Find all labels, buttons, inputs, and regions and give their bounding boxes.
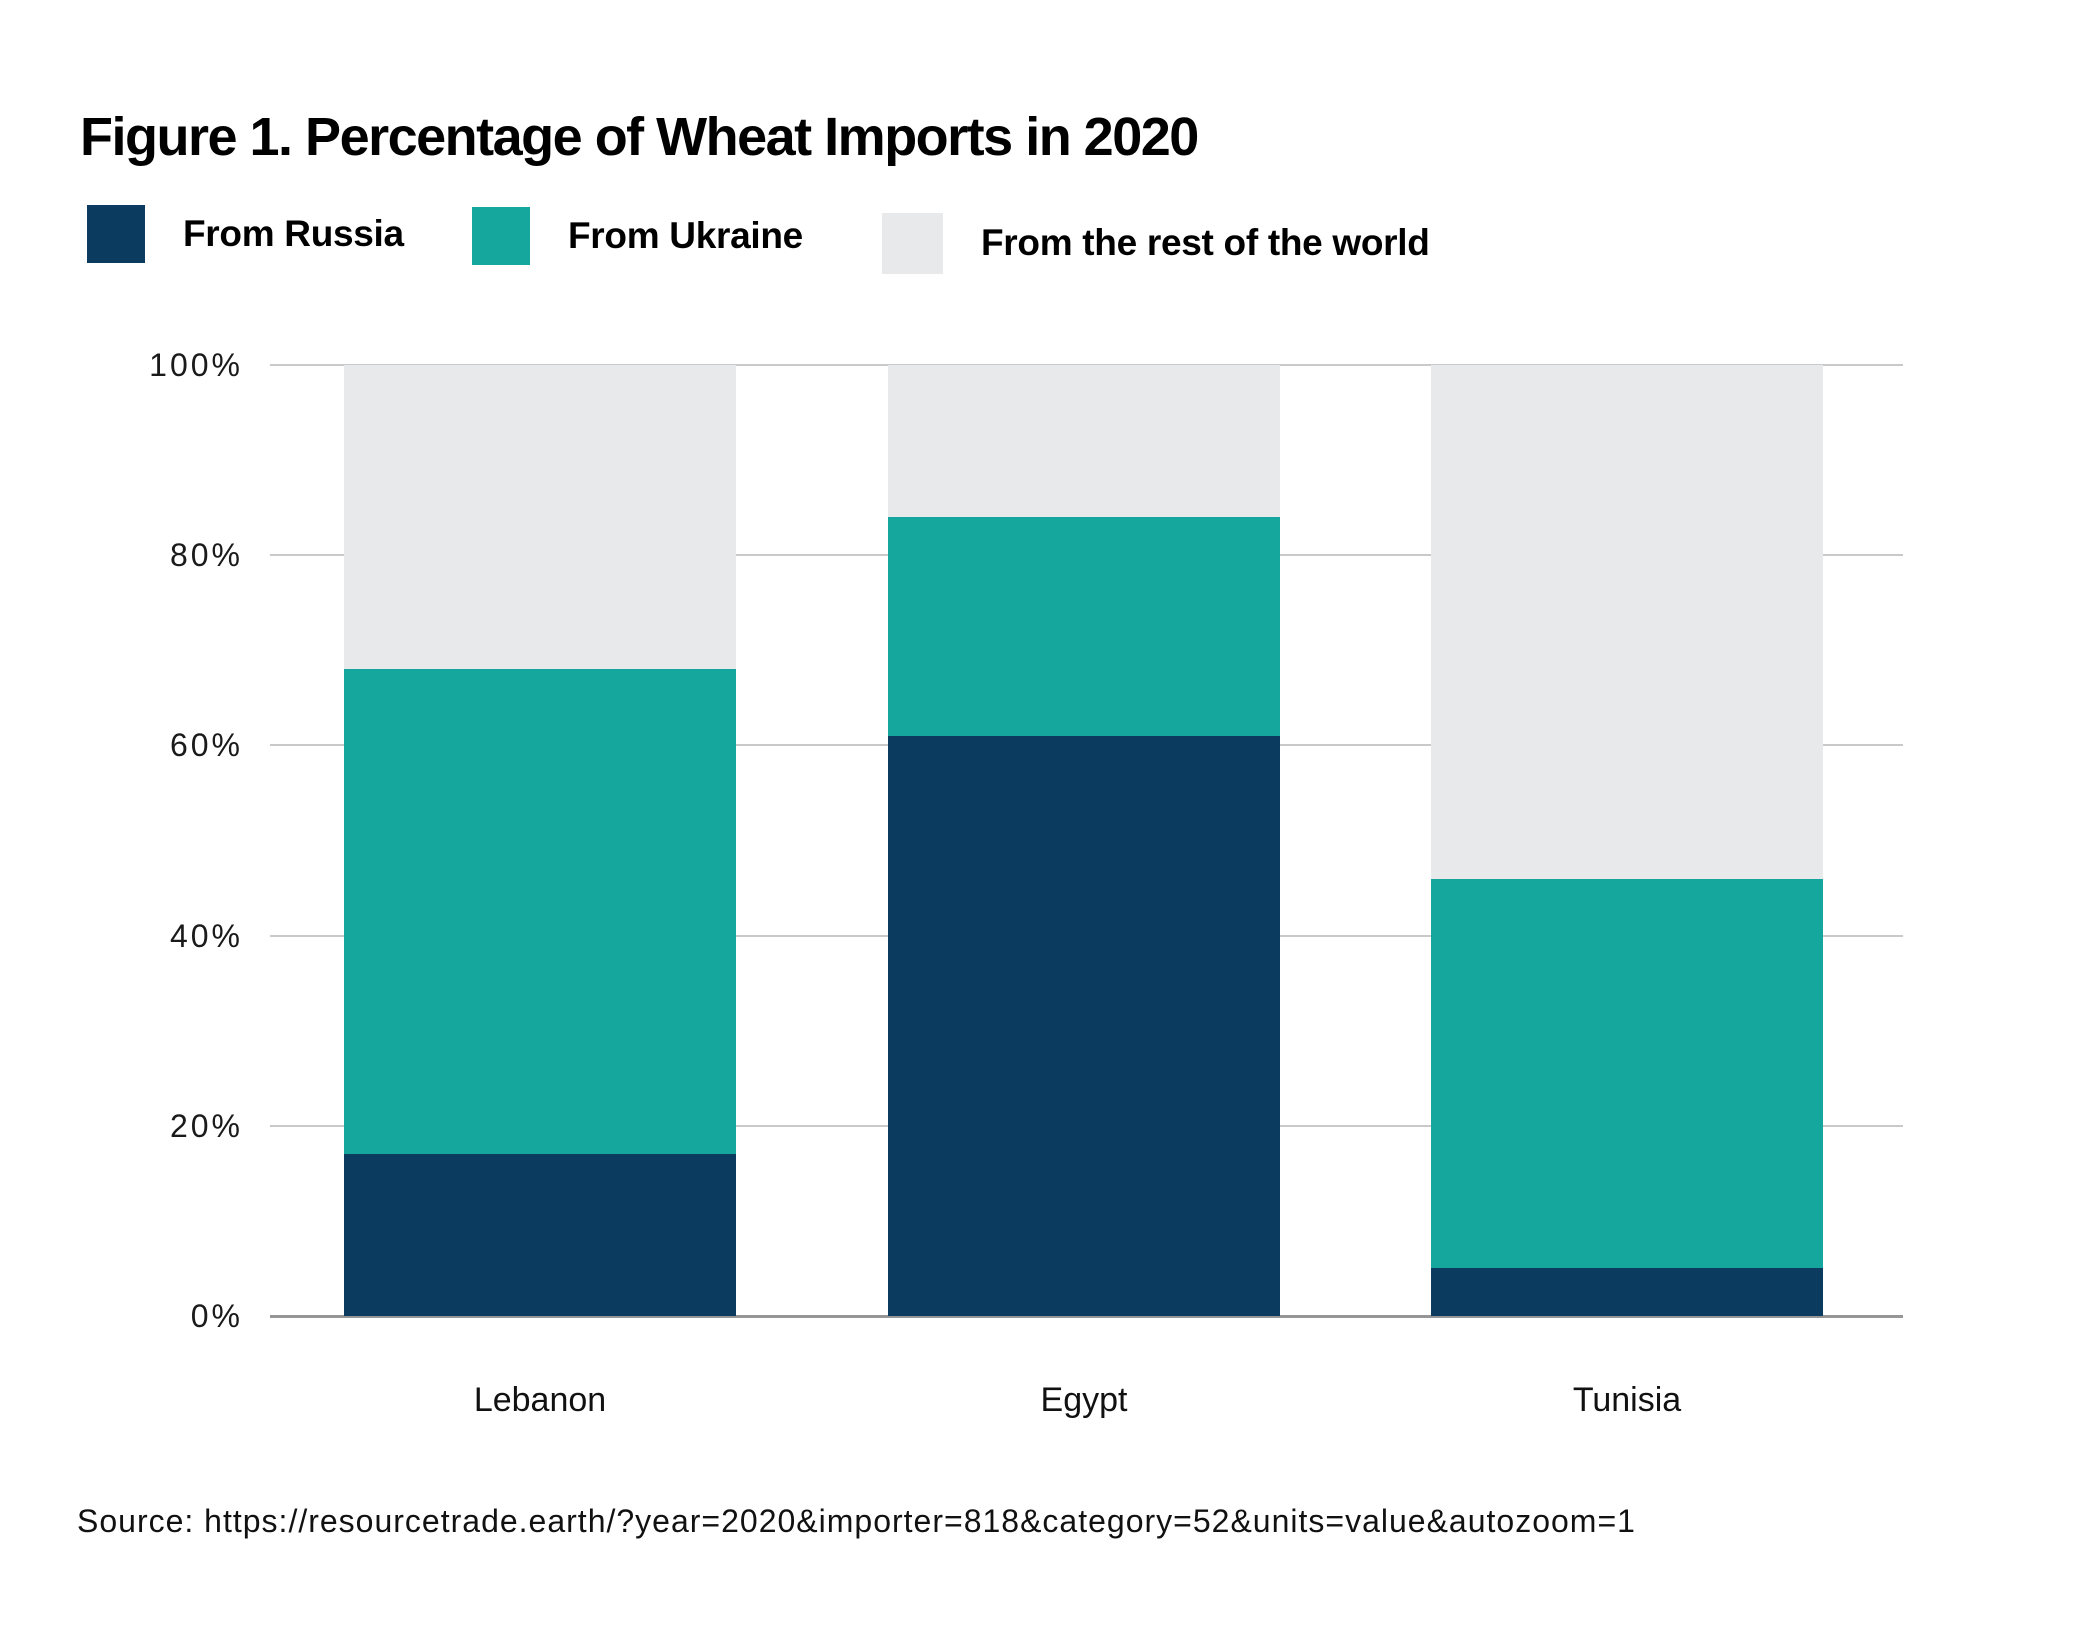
source-caption: Source: https://resourcetrade.earth/?yea… xyxy=(77,1503,1636,1539)
bar-egypt-segment-from-the-rest-of-the-world xyxy=(888,365,1280,518)
legend-label-from-ukraine: From Ukraine xyxy=(568,214,803,256)
legend-label-from-the-rest-of-the-world: From the rest of the world xyxy=(981,222,1430,264)
legend-item-from-ukraine: From Ukraine xyxy=(472,207,803,265)
x-axis-category-label-tunisia: Tunisia xyxy=(1572,1381,1682,1419)
legend-item-from-russia: From Russia xyxy=(87,205,404,263)
x-axis-category-label-egypt: Egypt xyxy=(1040,1381,1128,1419)
gridline-0pct xyxy=(270,1315,1903,1318)
bar-lebanon-segment-from-the-rest-of-the-world xyxy=(344,365,736,670)
y-axis-tick-label-40: 40% xyxy=(169,917,243,954)
bar-lebanon-segment-from-ukraine xyxy=(344,669,736,1155)
legend-swatch-from-ukraine xyxy=(472,207,530,265)
legend-item-from-the-rest-of-the-world: From the rest of the world xyxy=(882,213,1430,274)
figure-title: Figure 1. Percentage of Wheat Imports in… xyxy=(80,107,1199,167)
y-axis-tick-label-0: 0% xyxy=(190,1298,243,1334)
y-axis-tick-label-100: 100% xyxy=(149,347,243,383)
bar-tunisia-segment-from-russia xyxy=(1431,1268,1823,1316)
bar-tunisia-segment-from-ukraine xyxy=(1431,878,1823,1269)
bar-egypt-segment-from-ukraine xyxy=(888,517,1280,736)
legend-swatch-from-the-rest-of-the-world xyxy=(882,213,943,274)
bar-egypt-segment-from-russia xyxy=(888,735,1280,1316)
bar-lebanon-segment-from-russia xyxy=(344,1154,736,1316)
legend-label-from-russia: From Russia xyxy=(183,212,404,254)
y-axis-tick-label-80: 80% xyxy=(169,537,243,574)
bar-tunisia-segment-from-the-rest-of-the-world xyxy=(1431,365,1823,879)
legend-swatch-from-russia xyxy=(87,205,145,263)
x-axis-category-label-lebanon: Lebanon xyxy=(473,1381,607,1419)
y-axis-tick-label-60: 60% xyxy=(169,727,243,764)
y-axis-tick-label-20: 20% xyxy=(169,1107,243,1144)
